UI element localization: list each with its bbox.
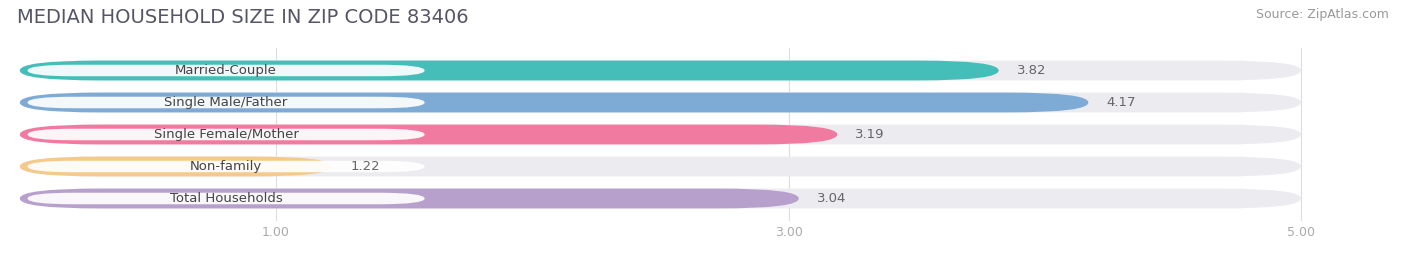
FancyBboxPatch shape — [28, 161, 425, 172]
FancyBboxPatch shape — [20, 93, 1088, 112]
FancyBboxPatch shape — [28, 193, 425, 204]
Text: MEDIAN HOUSEHOLD SIZE IN ZIP CODE 83406: MEDIAN HOUSEHOLD SIZE IN ZIP CODE 83406 — [17, 8, 468, 27]
Text: Non-family: Non-family — [190, 160, 263, 173]
FancyBboxPatch shape — [20, 157, 332, 176]
FancyBboxPatch shape — [20, 93, 1301, 112]
Text: 3.19: 3.19 — [855, 128, 884, 141]
Text: 3.82: 3.82 — [1017, 64, 1046, 77]
FancyBboxPatch shape — [28, 65, 425, 76]
FancyBboxPatch shape — [20, 61, 1301, 80]
Text: 1.22: 1.22 — [350, 160, 380, 173]
Text: Married-Couple: Married-Couple — [176, 64, 277, 77]
FancyBboxPatch shape — [20, 157, 1301, 176]
Text: Single Male/Father: Single Male/Father — [165, 96, 288, 109]
FancyBboxPatch shape — [28, 129, 425, 140]
FancyBboxPatch shape — [20, 125, 1301, 144]
FancyBboxPatch shape — [28, 97, 425, 108]
FancyBboxPatch shape — [20, 189, 1301, 208]
Text: Source: ZipAtlas.com: Source: ZipAtlas.com — [1256, 8, 1389, 21]
Text: 4.17: 4.17 — [1107, 96, 1136, 109]
Text: Total Households: Total Households — [170, 192, 283, 205]
FancyBboxPatch shape — [20, 125, 837, 144]
Text: Single Female/Mother: Single Female/Mother — [153, 128, 298, 141]
FancyBboxPatch shape — [20, 189, 799, 208]
FancyBboxPatch shape — [20, 61, 998, 80]
Text: 3.04: 3.04 — [817, 192, 846, 205]
